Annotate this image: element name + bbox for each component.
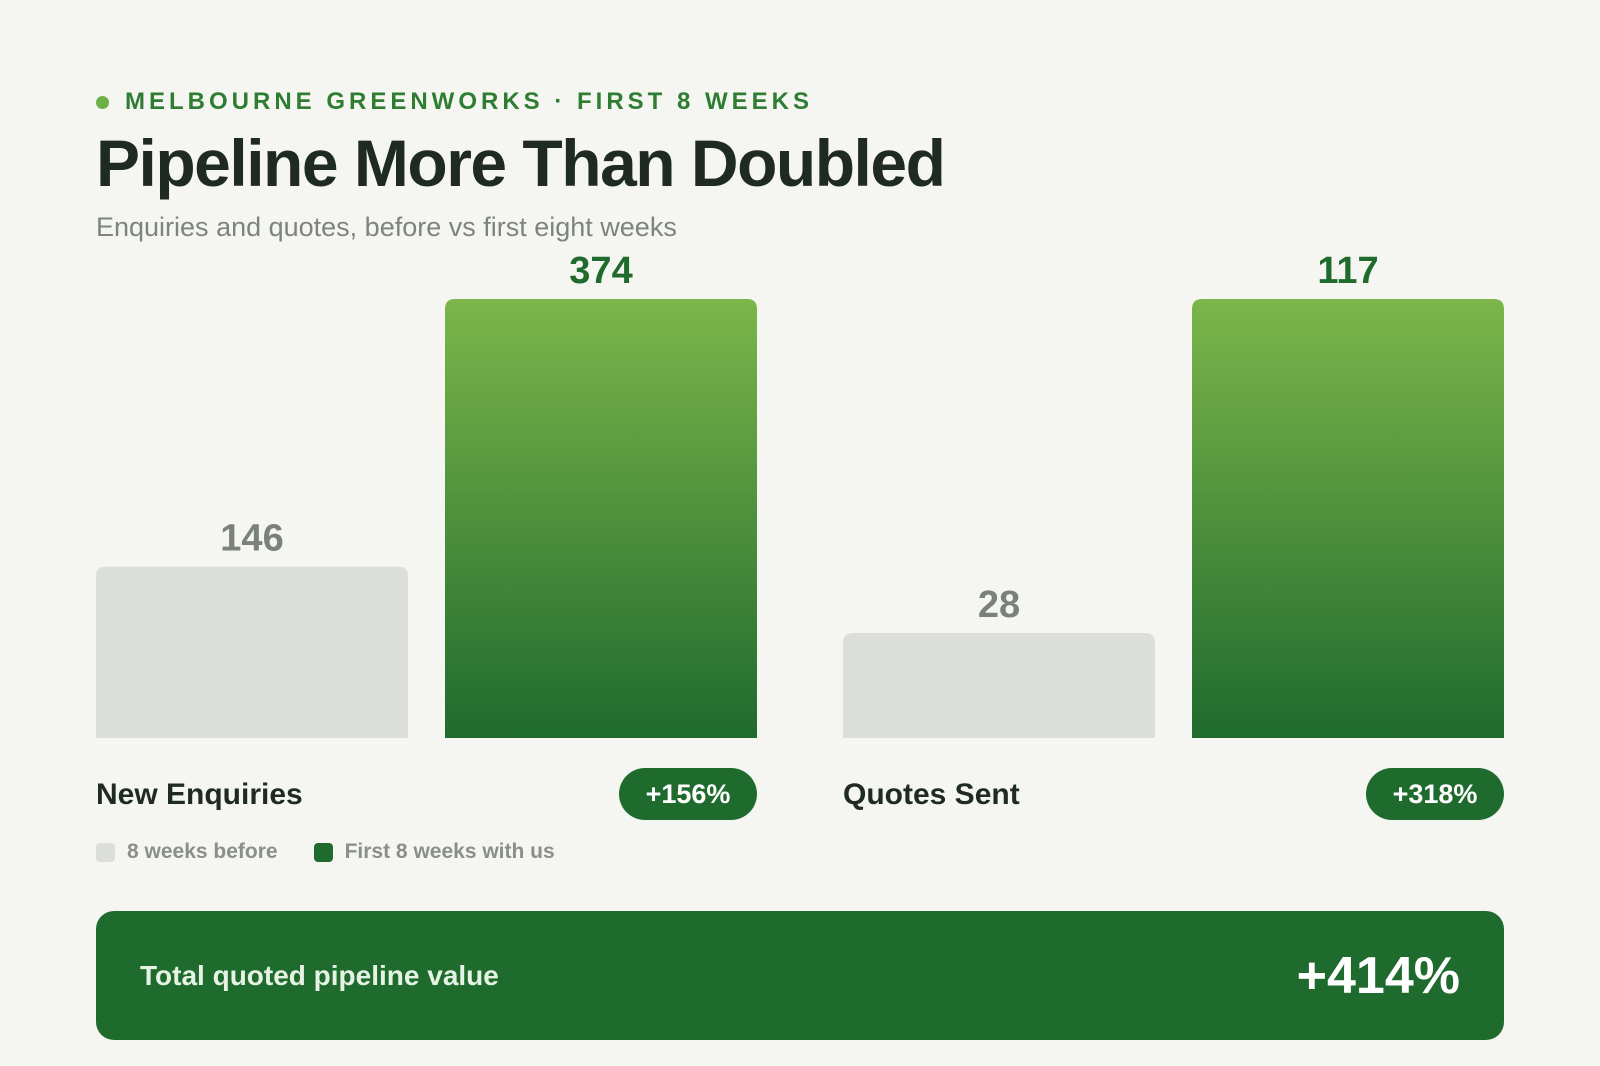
page-title: Pipeline More Than Doubled <box>96 126 946 200</box>
eyebrow-text: MELBOURNE GREENWORKS · FIRST 8 WEEKS <box>125 88 814 115</box>
bar-before-1 <box>843 632 1155 738</box>
eyebrow-dot-icon <box>96 95 109 109</box>
bar-after-0 <box>445 299 757 738</box>
total-summary-label: Total quoted pipeline value <box>140 959 499 991</box>
category-label-0: New Enquiries <box>96 778 303 811</box>
data-label-after-0: 374 <box>569 250 632 292</box>
bar-after-1 <box>1192 299 1504 738</box>
data-label-before-1: 28 <box>978 584 1020 626</box>
bar-before-0 <box>96 566 408 738</box>
legend-item-after: First 8 weeks with us <box>313 840 555 864</box>
legend-label-after: First 8 weeks with us <box>344 840 555 863</box>
total-summary-value: +414% <box>1296 946 1460 1005</box>
change-badge-text-0: +156% <box>646 779 731 809</box>
category-label-1: Quotes Sent <box>843 778 1020 811</box>
change-badge-1 <box>1366 768 1504 820</box>
change-badge-text-1: +318% <box>1393 779 1478 809</box>
data-label-after-1: 117 <box>1317 250 1378 292</box>
legend-label-before: 8 weeks before <box>127 840 278 863</box>
change-badge-0 <box>619 768 757 820</box>
chart-legend: 8 weeks before First 8 weeks with us <box>96 840 555 864</box>
data-label-before-0: 146 <box>220 518 283 560</box>
total-summary-banner: Total quoted pipeline value +414% <box>96 911 1504 1040</box>
legend-item-before: 8 weeks before <box>96 840 278 864</box>
eyebrow: MELBOURNE GREENWORKS · FIRST 8 WEEKS <box>96 88 813 116</box>
legend-swatch-after <box>313 842 333 862</box>
page-subtitle: Enquiries and quotes, before vs first ei… <box>96 212 677 242</box>
legend-swatch-before <box>96 842 115 862</box>
